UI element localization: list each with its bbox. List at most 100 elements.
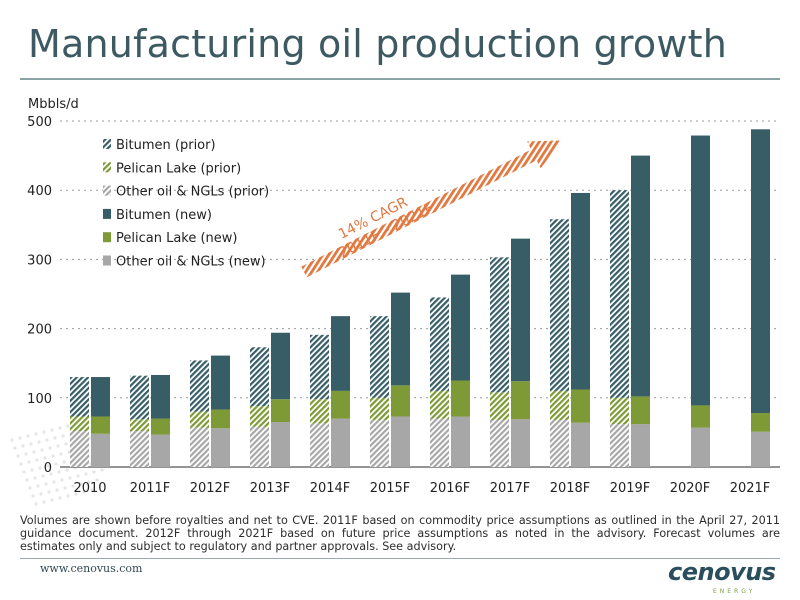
decor-dot <box>19 462 23 466</box>
legend-swatch <box>103 162 111 173</box>
y-tick-label: 500 <box>27 115 52 130</box>
bar-pelican-lake-new <box>91 416 110 434</box>
decor-dot <box>25 478 29 482</box>
decor-dot <box>21 444 25 448</box>
decor-dot <box>37 440 41 444</box>
bar-bitumen-new <box>451 274 470 381</box>
bar-pelican-lake-prior <box>130 419 149 432</box>
bar-bitumen-new <box>271 332 290 400</box>
decor-dot <box>24 452 28 456</box>
bar-pelican-lake-prior <box>310 399 329 424</box>
decor-dot <box>62 460 66 464</box>
decor-dot <box>13 446 17 450</box>
x-tick-label: 2014F <box>310 481 351 496</box>
decor-dot <box>32 450 36 454</box>
y-tick-label: 400 <box>27 184 52 199</box>
bar-pelican-lake-prior <box>250 406 269 427</box>
legend-label: Other oil & NGLs (new) <box>116 255 266 270</box>
bar-pelican-lake-new <box>511 381 530 420</box>
bar-bitumen-prior <box>130 375 149 420</box>
decor-dot <box>38 466 42 470</box>
legend-swatch <box>103 255 111 266</box>
y-axis-label: Mbbls/d <box>28 97 79 112</box>
x-axis-ticks: 2010 2011F 2012F 2013F 2014F 2015F 2016F 2017F 2… <box>73 481 770 496</box>
x-tick-label: 2010 <box>73 481 106 496</box>
decor-dot <box>26 434 30 438</box>
bar-pelican-lake-new <box>211 409 230 429</box>
bar-bitumen-prior <box>370 316 389 398</box>
decor-dot <box>63 486 67 490</box>
decor-dot <box>59 452 63 456</box>
decor-dot <box>58 426 62 430</box>
footer-divider <box>20 558 780 559</box>
bar-other-oil-ngls-prior <box>310 423 329 467</box>
bar-pelican-lake-prior <box>490 392 509 420</box>
x-tick-label: 2018F <box>550 481 591 496</box>
bar-other-oil-ngls-prior <box>430 418 449 467</box>
decor-dot <box>33 476 37 480</box>
bar-other-oil-ngls-new <box>631 424 650 467</box>
grid-lines <box>60 120 780 468</box>
legend-swatch <box>103 139 111 149</box>
brand-logo: cenovus <box>668 558 776 586</box>
bar-other-oil-ngls-new <box>391 416 410 467</box>
decor-dot <box>46 464 50 468</box>
decor-dot <box>29 442 33 446</box>
bar-other-oil-ngls-prior <box>490 419 509 467</box>
legend-item: Other oil & NGLs (new) <box>103 255 266 270</box>
decor-dot <box>68 476 72 480</box>
legend: Bitumen (prior) Pelican Lake (prior) Other… <box>103 138 269 270</box>
decor-dot <box>43 456 47 460</box>
decor-dot <box>58 496 62 500</box>
decor-dot <box>66 494 70 498</box>
legend-swatch <box>103 232 111 243</box>
decor-dot <box>67 450 71 454</box>
bar-other-oil-ngls-prior <box>550 419 569 467</box>
bar-other-oil-ngls-new <box>331 418 350 467</box>
bar-pelican-lake-new <box>271 399 290 423</box>
bar-bitumen-new <box>751 129 770 414</box>
decor-dot <box>34 432 38 436</box>
decor-dot <box>41 474 45 478</box>
bar-pelican-lake-prior <box>370 397 389 420</box>
bar-pelican-lake-new <box>331 390 350 419</box>
bar-bitumen-prior <box>490 257 509 393</box>
decorative-dot-pattern <box>10 424 104 506</box>
bar-pelican-lake-new <box>751 413 770 432</box>
bar-pelican-lake-new <box>631 396 650 425</box>
decor-dot <box>47 490 51 494</box>
bar-other-oil-ngls-new <box>751 431 770 467</box>
x-tick-label: 2015F <box>370 481 411 496</box>
legend-label: Pelican Lake (prior) <box>116 161 241 176</box>
bar-pelican-lake-prior <box>70 416 89 432</box>
bar-bitumen-prior <box>250 347 269 407</box>
bar-bitumen-prior <box>550 219 569 391</box>
x-tick-label: 2019F <box>610 481 651 496</box>
legend-swatch <box>103 185 111 196</box>
decor-dot <box>76 474 80 478</box>
bar-pelican-lake-new <box>571 389 590 423</box>
bar-other-oil-ngls-new <box>271 422 290 467</box>
decor-dot <box>87 480 91 484</box>
bar-bitumen-prior <box>430 297 449 391</box>
bar-other-oil-ngls-new <box>91 433 110 467</box>
website-link[interactable]: www.cenovus.com <box>40 562 143 575</box>
bar-other-oil-ngls-prior <box>190 427 209 467</box>
decor-dot <box>51 454 55 458</box>
bar-bitumen-new <box>571 192 590 390</box>
decor-dot <box>56 444 60 448</box>
x-tick-label: 2012F <box>190 481 231 496</box>
decor-dot <box>48 446 52 450</box>
legend-label: Other oil & NGLs (prior) <box>116 185 269 200</box>
bar-other-oil-ngls-prior <box>70 431 89 467</box>
decor-dot <box>27 460 31 464</box>
bar-other-oil-ngls-new <box>571 422 590 467</box>
decor-dot <box>61 434 65 438</box>
bar-other-oil-ngls-prior <box>610 424 629 467</box>
bar-bitumen-prior <box>190 360 209 412</box>
y-tick-label: 0 <box>44 461 52 476</box>
decor-dot <box>74 492 78 496</box>
bar-bitumen-prior <box>70 377 89 417</box>
decor-dot <box>50 428 54 432</box>
bar-pelican-lake-new <box>691 405 710 428</box>
